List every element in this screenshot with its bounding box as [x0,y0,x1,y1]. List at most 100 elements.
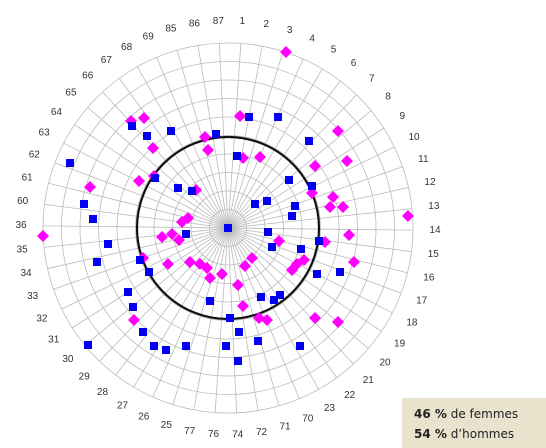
point [139,328,147,336]
grid-spoke [231,229,393,314]
point [37,230,49,242]
angle-label: 65 [65,88,77,99]
point [268,243,276,251]
point [337,201,349,213]
grid-spoke [156,57,227,225]
point [285,176,293,184]
point [263,197,271,205]
point [182,342,190,350]
angle-label: 10 [408,132,420,143]
point [66,159,74,167]
grid-ring [79,79,377,377]
angle-label: 22 [344,390,356,401]
point [343,229,355,241]
angle-label: 62 [29,150,41,161]
point [232,279,244,291]
grid-spoke [48,182,225,228]
grid-spoke [228,51,284,225]
grid-spoke [133,231,227,388]
point [234,357,242,365]
angle-label: 69 [143,32,155,43]
point [276,291,284,299]
angle-label: 14 [429,225,441,236]
angle-label: 11 [418,154,429,165]
angle-label: 61 [22,173,34,184]
grid-spoke [229,231,319,390]
grid-spoke [227,43,242,225]
angle-label: 13 [428,201,440,212]
point [298,254,310,266]
grid-spoke [231,166,403,228]
point [80,200,88,208]
grid-spoke [229,231,300,399]
point [257,293,265,301]
point [332,125,344,137]
angle-label: 12 [424,177,436,188]
point [254,337,262,345]
angle-label: 74 [232,429,244,440]
angle-label: 19 [394,338,406,349]
angle-label: 64 [51,107,63,118]
angle-label: 4 [309,34,315,45]
point [202,144,214,156]
grid-spoke [99,230,226,362]
angle-label: 60 [17,196,29,207]
grid-spoke [172,231,228,405]
grid-ring [172,172,284,284]
grid-spoke [231,187,409,228]
point [226,314,234,322]
angle-label: 36 [15,220,27,231]
grid-spoke [228,46,263,225]
grid-spoke [137,66,227,225]
point [204,272,216,284]
angle-label: 29 [79,372,91,383]
grid-spoke [230,80,341,226]
grid-spoke [47,228,225,269]
point [222,342,230,350]
angle-label: 34 [20,268,32,279]
grid-spoke [229,58,304,225]
angle-label: 85 [165,24,177,35]
point [147,142,159,154]
grid-spoke [231,228,408,274]
angle-label: 18 [406,318,418,329]
point [212,130,220,138]
point [143,132,151,140]
point [136,256,144,264]
point [133,175,145,187]
point [176,216,188,228]
point [174,184,182,192]
angle-label: 32 [36,313,48,324]
point [246,252,258,264]
point [199,131,211,143]
angle-label: 6 [351,58,357,69]
grid-spoke [229,68,323,225]
point [288,212,296,220]
grid-spoke [231,127,384,227]
angle-label: 68 [121,42,133,53]
point [270,296,278,304]
point [162,346,170,354]
grid-spoke [43,228,225,248]
grid-spoke [230,230,369,349]
point [124,288,132,296]
point [305,137,313,145]
point [297,245,305,253]
point [402,210,414,222]
grid-spoke [115,230,226,376]
point [309,312,321,324]
point [291,202,299,210]
angle-label: 21 [363,375,375,386]
grid-spoke [231,208,413,228]
point [138,112,150,124]
angle-label: 7 [369,74,375,85]
point [264,228,272,236]
point [145,268,153,276]
angle-label: 26 [138,412,150,423]
grid-spoke [227,231,238,413]
grid-spoke [230,231,338,378]
grid-spoke [152,231,227,398]
point [84,181,96,193]
angle-label: 23 [324,403,336,414]
angle-label: 72 [256,427,268,438]
